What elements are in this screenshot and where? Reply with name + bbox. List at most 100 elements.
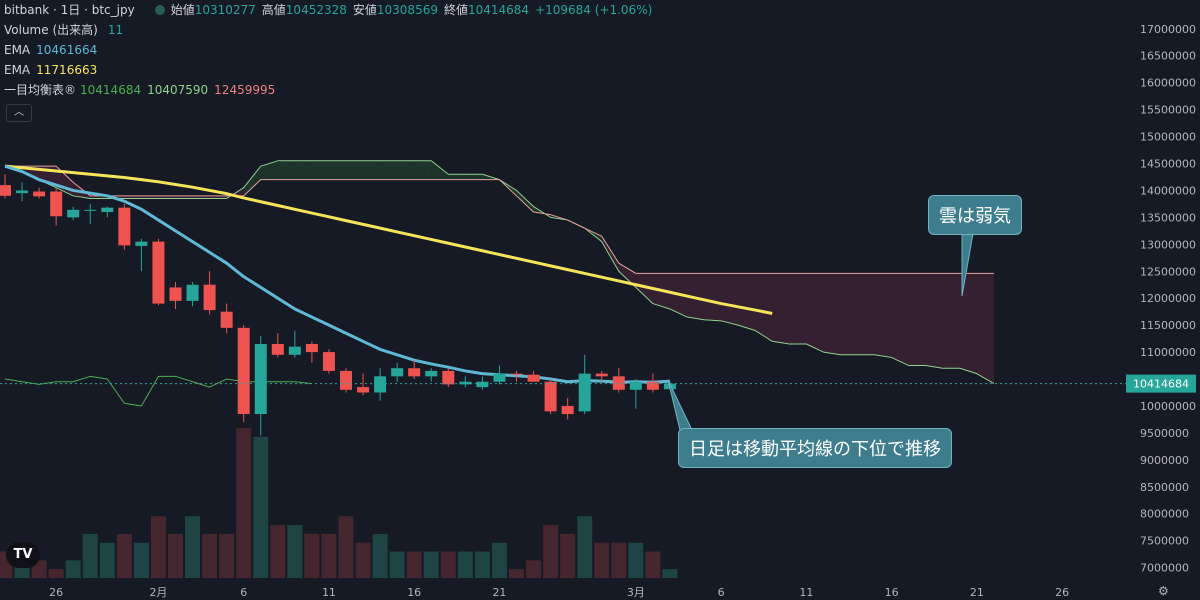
candle-body xyxy=(391,368,404,377)
candle-body xyxy=(578,373,591,412)
y-tick-label: 9000000 xyxy=(1140,454,1189,467)
candle-body xyxy=(340,370,352,390)
ohlc-high-label: 高値 xyxy=(261,3,286,17)
y-tick-label: 11500000 xyxy=(1140,319,1196,332)
candle-body xyxy=(544,381,557,412)
cloud-segment xyxy=(806,273,824,353)
volume-bar xyxy=(185,516,201,578)
volume-bar xyxy=(372,533,388,578)
candle-body xyxy=(442,370,455,385)
status-dot-icon xyxy=(154,5,165,15)
ichimoku-label: 一目均衡表® xyxy=(4,83,77,97)
candle-body xyxy=(646,381,659,390)
volume-bar xyxy=(440,551,456,578)
y-tick-label: 16000000 xyxy=(1140,77,1196,90)
cloud-segment xyxy=(925,273,943,369)
volume-bar xyxy=(99,542,115,578)
volume-bar xyxy=(457,551,473,578)
cloud-segment xyxy=(380,160,398,180)
candle-body xyxy=(271,343,284,355)
volume-legend[interactable]: Volume (出来高) 11 xyxy=(4,22,129,38)
candle-body xyxy=(220,311,233,328)
y-tick-label: 11000000 xyxy=(1140,346,1196,359)
candle-body xyxy=(510,373,523,375)
y-tick-label: 8000000 xyxy=(1140,508,1189,521)
volume-bar xyxy=(491,542,507,578)
cloud-segment xyxy=(448,174,466,180)
cloud-segment xyxy=(311,160,329,180)
volume-bar xyxy=(611,542,627,578)
y-tick-label: 17000000 xyxy=(1140,23,1196,36)
cloud-segment xyxy=(346,160,364,180)
candle-body xyxy=(33,191,46,197)
candle-body xyxy=(16,190,29,194)
cloud-segment xyxy=(397,160,415,180)
ichimoku-span-b-line xyxy=(5,165,994,274)
tradingview-logo[interactable]: TV xyxy=(6,542,40,568)
candle-body xyxy=(50,191,63,217)
ichimoku-spanb-value: 12459995 xyxy=(214,83,276,97)
cloud-segment xyxy=(209,195,227,199)
ema-fast-legend[interactable]: EMA 10461664 xyxy=(4,42,103,58)
ema-slow-legend[interactable]: EMA 11716663 xyxy=(4,62,103,78)
candle-body xyxy=(186,284,199,301)
cloud-segment xyxy=(175,195,193,199)
cloud-segment xyxy=(772,273,790,344)
x-tick-label: 16 xyxy=(885,586,899,599)
cloud-segment xyxy=(601,236,619,272)
ema-slow-label: EMA xyxy=(4,63,31,77)
candle-body xyxy=(357,387,370,393)
volume-bar xyxy=(355,542,371,578)
volume-bar xyxy=(577,516,593,578)
ema-slow-value: 11716663 xyxy=(36,63,98,77)
volume-value: 11 xyxy=(107,23,124,37)
cloud-segment xyxy=(840,273,858,355)
candle-body xyxy=(527,374,540,382)
x-tick-label: 26 xyxy=(1055,586,1069,599)
symbol-row: bitbank · 1日 · btc_jpy 始値10310277 高値104523… xyxy=(4,2,658,18)
ohlc-open-label: 始値 xyxy=(170,3,195,17)
collapse-legend-button[interactable]: ︿ xyxy=(6,104,32,122)
candle-body xyxy=(561,405,574,415)
ichimoku-legend[interactable]: 一目均衡表® 10414684 10407590 12459995 xyxy=(4,82,281,98)
candle-body xyxy=(629,381,642,390)
cloud-segment xyxy=(158,195,176,199)
symbol-title[interactable]: bitbank · 1日 · btc_jpy xyxy=(4,3,135,17)
candle-body xyxy=(135,241,148,246)
x-tick-label: 6 xyxy=(240,586,247,599)
volume-bar xyxy=(645,551,661,578)
cloud-segment xyxy=(959,273,977,374)
volume-bar xyxy=(287,525,303,578)
cloud-segment xyxy=(942,273,960,369)
candle-body xyxy=(493,373,506,382)
volume-bar xyxy=(560,533,576,578)
cloud-segment xyxy=(789,273,807,344)
y-tick-label: 13000000 xyxy=(1140,238,1196,251)
ema-fast-value: 10461664 xyxy=(36,43,98,57)
cloud-segment xyxy=(465,174,483,180)
candle-body xyxy=(67,209,80,218)
candle-body xyxy=(84,209,97,211)
volume-bar xyxy=(628,542,644,578)
candle-body xyxy=(254,343,267,415)
y-tick-label: 12000000 xyxy=(1140,292,1196,305)
volume-bar xyxy=(662,569,678,578)
cloud-segment xyxy=(874,273,892,358)
volume-label: Volume (出来高) xyxy=(4,23,98,37)
x-tick-label: 11 xyxy=(322,586,336,599)
volume-bar xyxy=(48,569,64,578)
cloud-segment xyxy=(363,160,381,180)
settings-gear-icon[interactable]: ⚙ xyxy=(1158,584,1169,598)
volume-bar xyxy=(133,542,149,578)
candle-body xyxy=(476,381,489,388)
x-tick-label: 16 xyxy=(407,586,421,599)
y-tick-label: 8500000 xyxy=(1140,481,1189,494)
volume-bar xyxy=(82,533,98,578)
volume-bar xyxy=(168,533,183,578)
ohlc-low-value: 10308569 xyxy=(376,3,438,17)
y-tick-label: 15000000 xyxy=(1140,131,1196,144)
candle-body xyxy=(459,381,472,385)
ohlc-open-value: 10310277 xyxy=(194,3,256,17)
cloud-segment xyxy=(328,160,346,180)
